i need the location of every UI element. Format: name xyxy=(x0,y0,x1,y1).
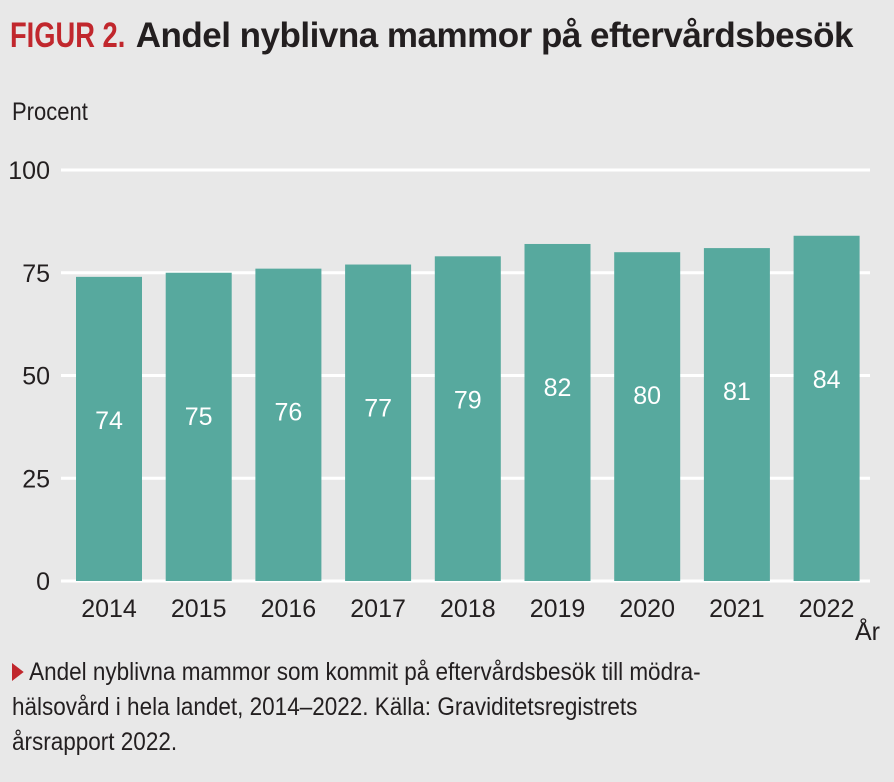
x-tick-label-2022: 2022 xyxy=(799,595,855,623)
x-tick-label-2018: 2018 xyxy=(440,595,496,623)
figure-label: FIGUR 2. xyxy=(10,16,126,55)
y-tick-label: 100 xyxy=(8,157,50,185)
value-label-2019: 82 xyxy=(544,374,572,402)
y-tick-label: 75 xyxy=(22,260,50,288)
value-label-2015: 75 xyxy=(185,403,213,431)
x-tick-label-2021: 2021 xyxy=(709,595,765,623)
value-label-2021: 81 xyxy=(723,378,751,406)
bar-2017 xyxy=(345,264,412,581)
bar-2018 xyxy=(434,256,501,581)
triangle-marker-icon xyxy=(12,663,24,681)
bars xyxy=(76,235,860,582)
x-tick-label-2019: 2019 xyxy=(530,595,586,623)
bar-2015 xyxy=(165,272,232,581)
value-label-2014: 74 xyxy=(95,407,123,435)
x-tick-label-2016: 2016 xyxy=(261,595,317,623)
bar-2019 xyxy=(524,243,591,582)
value-label-2016: 76 xyxy=(274,399,302,427)
bar-2014 xyxy=(76,276,142,581)
caption-text-1: Andel nyblivna mammor som kommit på efte… xyxy=(29,658,701,686)
x-tick-labels: 2014 2015 2016 2017 2018 2019 2020 2021 2022 xyxy=(81,595,854,623)
y-tick-label: 25 xyxy=(22,465,50,493)
title-text: Andel nyblivna mammor på eftervårdsbesök xyxy=(135,16,854,55)
x-tick-label-2015: 2015 xyxy=(171,595,227,623)
value-label-2017: 77 xyxy=(364,395,392,423)
bar-2021 xyxy=(703,248,770,581)
y-axis-label: Procent xyxy=(12,98,88,126)
bar-2016 xyxy=(255,268,322,581)
value-labels: 74 75 76 77 79 82 80 81 84 xyxy=(95,366,841,435)
y-tick-label: 0 xyxy=(36,568,50,596)
caption-line-3: årsrapport 2022. xyxy=(12,728,178,756)
y-tick-label: 50 xyxy=(22,363,50,391)
figure-caption: Andel nyblivna mammor som kommit på efte… xyxy=(12,655,892,760)
value-label-2022: 84 xyxy=(813,366,841,394)
bar-2020 xyxy=(614,252,681,581)
x-axis-label: År xyxy=(855,616,880,646)
x-tick-label-2014: 2014 xyxy=(81,595,137,623)
value-label-2020: 80 xyxy=(633,382,661,410)
caption-line-2: hälsovård i hela landet, 2014–2022. Käll… xyxy=(12,693,638,721)
bar-2022 xyxy=(793,235,860,581)
caption-line-1: Andel nyblivna mammor som kommit på efte… xyxy=(12,655,804,690)
y-tick-labels: 0 25 50 75 100 xyxy=(8,157,50,596)
value-label-2018: 79 xyxy=(454,386,482,414)
x-tick-label-2020: 2020 xyxy=(619,595,675,623)
chart-title: FIGUR 2. Andel nyblivna mammor på efterv… xyxy=(10,16,853,56)
x-tick-label-2017: 2017 xyxy=(350,595,406,623)
